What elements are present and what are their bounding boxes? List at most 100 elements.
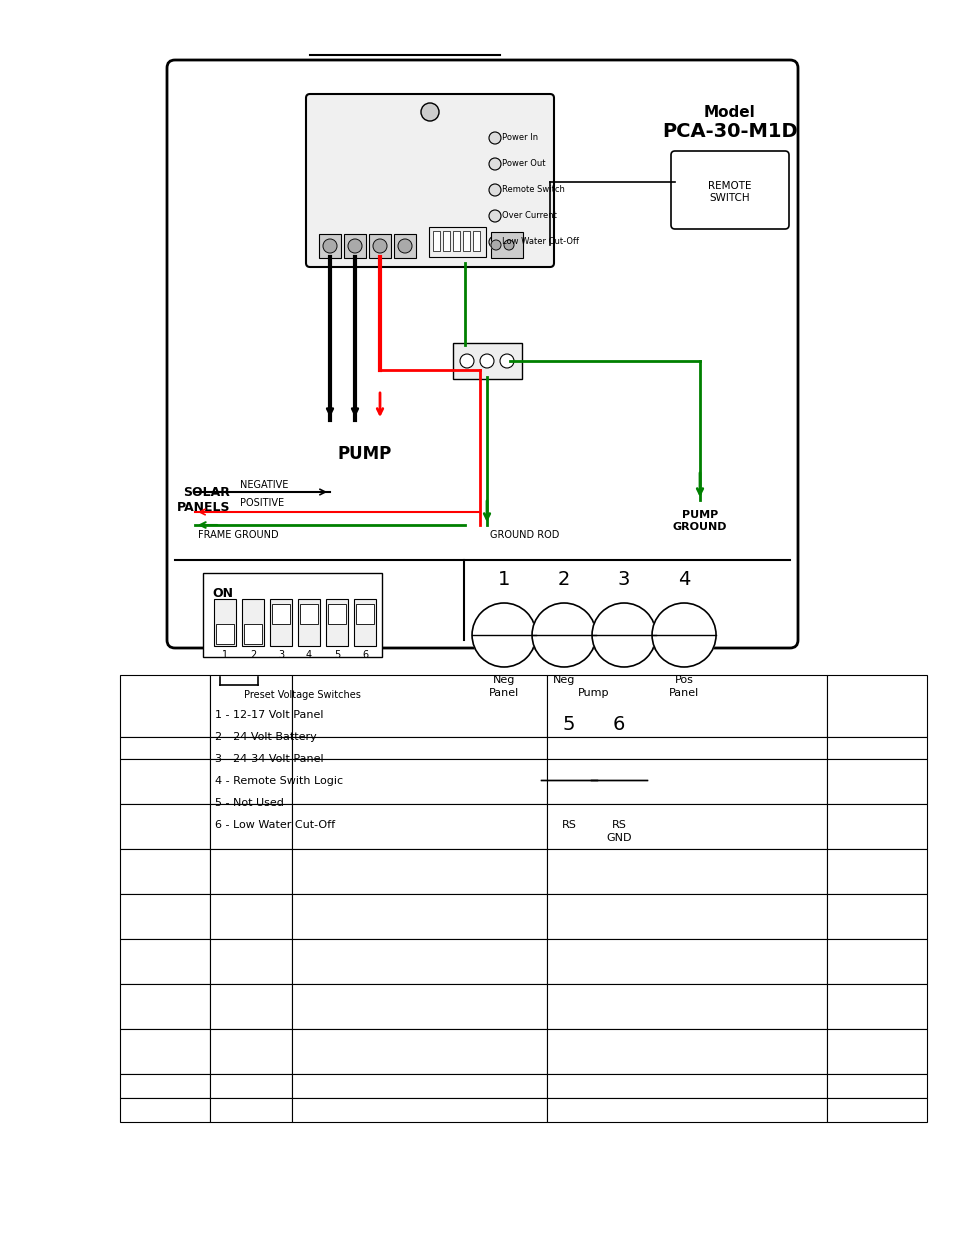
Bar <box>120 939 210 984</box>
Bar <box>120 804 210 848</box>
Bar <box>210 894 292 939</box>
Circle shape <box>532 603 596 667</box>
FancyBboxPatch shape <box>306 94 554 267</box>
Circle shape <box>348 240 361 253</box>
Text: 1: 1 <box>497 571 510 589</box>
FancyBboxPatch shape <box>328 604 346 624</box>
Bar <box>292 939 546 984</box>
Text: Power Out: Power Out <box>501 159 545 168</box>
Text: 2: 2 <box>558 571 570 589</box>
Bar <box>826 894 926 939</box>
Bar <box>210 804 292 848</box>
Text: NEGATIVE: NEGATIVE <box>240 480 288 490</box>
Bar <box>826 804 926 848</box>
Circle shape <box>591 752 646 808</box>
FancyBboxPatch shape <box>670 151 788 228</box>
FancyBboxPatch shape <box>344 233 366 258</box>
Bar <box>210 939 292 984</box>
Text: POSITIVE: POSITIVE <box>240 498 284 508</box>
Circle shape <box>489 184 500 196</box>
Bar <box>120 1098 210 1123</box>
Bar <box>292 1029 546 1074</box>
Circle shape <box>397 240 412 253</box>
Bar <box>546 737 826 760</box>
Bar <box>546 939 826 984</box>
Bar <box>826 760 926 804</box>
Text: Pos: Pos <box>674 676 693 685</box>
Text: FRAME GROUND: FRAME GROUND <box>198 530 278 540</box>
FancyBboxPatch shape <box>167 61 797 648</box>
Circle shape <box>592 603 656 667</box>
Text: 3 - 24-34 Volt Panel: 3 - 24-34 Volt Panel <box>214 755 323 764</box>
FancyBboxPatch shape <box>355 604 374 624</box>
FancyBboxPatch shape <box>453 343 521 379</box>
Bar <box>292 676 546 737</box>
Bar <box>210 1098 292 1123</box>
Text: PUMP
GROUND: PUMP GROUND <box>672 510 726 531</box>
FancyBboxPatch shape <box>297 599 319 646</box>
Text: 6: 6 <box>612 715 624 734</box>
Text: 5: 5 <box>334 650 340 659</box>
Bar <box>292 1074 546 1098</box>
FancyBboxPatch shape <box>270 599 292 646</box>
Text: RS: RS <box>561 820 576 830</box>
Text: 4 - Remote Swith Logic: 4 - Remote Swith Logic <box>214 776 343 785</box>
Text: RS: RS <box>611 820 626 830</box>
Bar <box>292 760 546 804</box>
FancyBboxPatch shape <box>318 233 340 258</box>
Circle shape <box>489 210 500 222</box>
Text: 5 - Not Used: 5 - Not Used <box>214 798 284 808</box>
Text: 6: 6 <box>361 650 368 659</box>
Bar <box>826 1074 926 1098</box>
Bar <box>120 676 210 737</box>
FancyBboxPatch shape <box>213 599 235 646</box>
Bar <box>210 984 292 1029</box>
Text: PUMP: PUMP <box>337 445 392 463</box>
FancyBboxPatch shape <box>369 233 391 258</box>
Circle shape <box>420 103 438 121</box>
Circle shape <box>323 240 336 253</box>
Bar <box>546 760 826 804</box>
FancyBboxPatch shape <box>462 231 470 251</box>
Bar <box>292 1098 546 1123</box>
Bar <box>546 676 826 737</box>
Text: ON: ON <box>213 587 233 600</box>
FancyBboxPatch shape <box>442 231 450 251</box>
Circle shape <box>479 354 494 368</box>
Text: Remote Switch: Remote Switch <box>501 185 564 194</box>
FancyBboxPatch shape <box>203 573 381 657</box>
Circle shape <box>651 603 716 667</box>
Bar <box>826 939 926 984</box>
Bar <box>120 984 210 1029</box>
Text: 3: 3 <box>277 650 284 659</box>
Bar <box>546 1074 826 1098</box>
Bar <box>120 760 210 804</box>
Bar <box>210 1029 292 1074</box>
FancyBboxPatch shape <box>299 604 317 624</box>
Bar <box>210 676 292 737</box>
Bar <box>826 984 926 1029</box>
Bar <box>292 737 546 760</box>
Circle shape <box>491 240 500 249</box>
Circle shape <box>489 132 500 144</box>
Bar <box>210 737 292 760</box>
Text: 5: 5 <box>562 715 575 734</box>
Text: Pump: Pump <box>578 688 609 698</box>
Bar <box>546 984 826 1029</box>
Text: Over Current: Over Current <box>501 211 557 221</box>
Bar <box>826 848 926 894</box>
Text: Power In: Power In <box>501 133 537 142</box>
Circle shape <box>540 752 597 808</box>
FancyBboxPatch shape <box>354 599 375 646</box>
FancyBboxPatch shape <box>272 604 290 624</box>
Bar <box>210 848 292 894</box>
FancyBboxPatch shape <box>433 231 439 251</box>
Bar <box>546 1098 826 1123</box>
Text: 1 - 12-17 Volt Panel: 1 - 12-17 Volt Panel <box>214 710 323 720</box>
FancyBboxPatch shape <box>532 746 656 815</box>
Circle shape <box>472 603 536 667</box>
Text: 4: 4 <box>678 571 690 589</box>
Text: GROUND ROD: GROUND ROD <box>490 530 558 540</box>
Text: Model: Model <box>703 105 755 120</box>
Circle shape <box>489 158 500 170</box>
